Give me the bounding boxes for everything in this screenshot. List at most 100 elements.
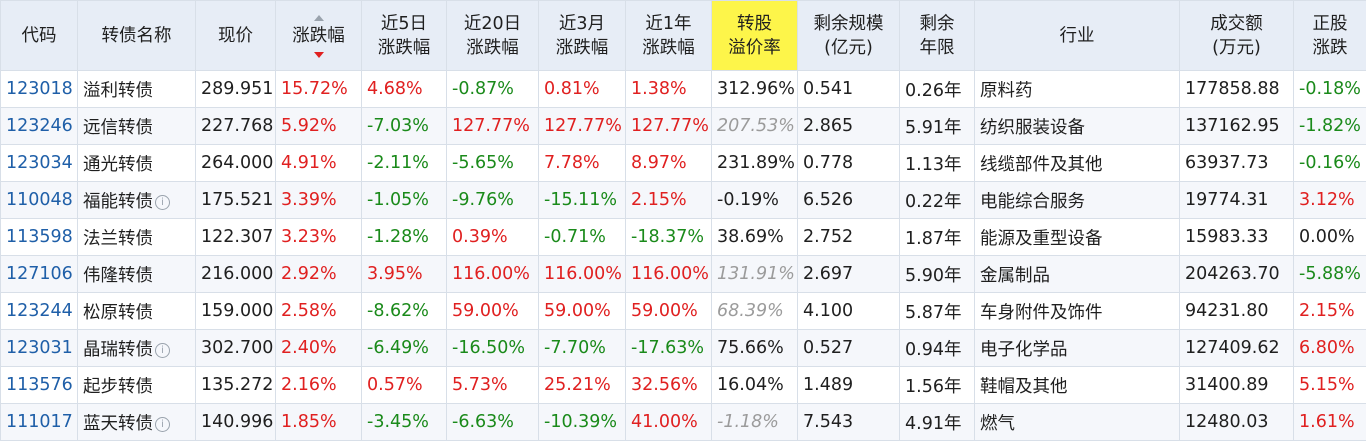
cell-chg3m: -15.11% bbox=[538, 181, 626, 219]
column-header-code[interactable]: 代码 bbox=[0, 0, 78, 71]
cell-code[interactable]: 110048 bbox=[0, 181, 78, 219]
cell-text: 94231.80 bbox=[1185, 301, 1269, 321]
cell-name[interactable]: 晶瑞转债 i bbox=[77, 329, 196, 367]
cell-text: 2.15% bbox=[1299, 301, 1355, 321]
cell-years: 5.90年 bbox=[899, 255, 975, 293]
cell-premium: -0.19% bbox=[711, 181, 798, 219]
cell-text: 12480.03 bbox=[1185, 412, 1269, 432]
column-header-sublabel: 涨跌幅 bbox=[377, 37, 431, 58]
column-header-premium[interactable]: 转股 溢价率 bbox=[711, 0, 798, 71]
cell-text: 1.13年 bbox=[905, 154, 962, 175]
cell-text: 227.768 bbox=[201, 116, 274, 136]
cell-industry: 纺织服装设备 bbox=[974, 107, 1180, 145]
cell-text: 123034 bbox=[6, 153, 73, 173]
cell-premium: 231.89% bbox=[711, 144, 798, 182]
cell-chg: 2.58% bbox=[275, 292, 362, 330]
cell-text: 法兰转债 bbox=[83, 228, 153, 249]
table-row[interactable]: 127106 伟隆转债 216.000 2.92% 3.95% 116.00% 116.00… bbox=[0, 255, 1366, 293]
cell-text: -18.37% bbox=[631, 227, 705, 247]
column-header-name[interactable]: 转债名称 bbox=[77, 0, 196, 71]
cell-code[interactable]: 113576 bbox=[0, 366, 78, 404]
column-header-price[interactable]: 现价 bbox=[195, 0, 276, 71]
table-row[interactable]: 123246 远信转债 227.768 5.92% -7.03% 127.77% 127.7… bbox=[0, 107, 1366, 145]
cell-text: 原料药 bbox=[980, 80, 1033, 101]
column-header-size[interactable]: 剩余规模 (亿元) bbox=[797, 0, 900, 71]
info-circle-icon[interactable]: i bbox=[155, 416, 170, 432]
cell-premium: 68.39% bbox=[711, 292, 798, 330]
cell-name[interactable]: 松原转债 bbox=[77, 292, 196, 330]
cell-chg3m: 0.81% bbox=[538, 70, 626, 108]
cell-text: 216.000 bbox=[201, 264, 274, 284]
cell-code[interactable]: 123246 bbox=[0, 107, 78, 145]
cell-code[interactable]: 123031 bbox=[0, 329, 78, 367]
column-header-stock_chg[interactable]: 正股 涨跌 bbox=[1293, 0, 1366, 71]
cell-name[interactable]: 通光转债 bbox=[77, 144, 196, 182]
cell-name[interactable]: 远信转债 bbox=[77, 107, 196, 145]
cell-text: -5.88% bbox=[1299, 264, 1361, 284]
cell-text: 38.69% bbox=[717, 227, 784, 247]
cell-code[interactable]: 127106 bbox=[0, 255, 78, 293]
cell-text: -5.65% bbox=[452, 153, 514, 173]
cell-chg3m: 116.00% bbox=[538, 255, 626, 293]
cell-text: 5.90年 bbox=[905, 265, 962, 286]
cell-industry: 电子化学品 bbox=[974, 329, 1180, 367]
cell-code[interactable]: 123018 bbox=[0, 70, 78, 108]
cell-chg1y: 2.15% bbox=[625, 181, 712, 219]
column-header-chg1y[interactable]: 近1年 涨跌幅 bbox=[625, 0, 712, 71]
info-circle-icon[interactable]: i bbox=[155, 194, 170, 210]
cell-text: 3.23% bbox=[281, 227, 337, 247]
cell-name[interactable]: 蓝天转债 i bbox=[77, 403, 196, 441]
cell-text: 140.996 bbox=[201, 412, 274, 432]
cell-text: -0.71% bbox=[544, 227, 606, 247]
table-row[interactable]: 123034 通光转债 264.000 4.91% -2.11% -5.65% 7.78% 8… bbox=[0, 144, 1366, 182]
cell-text: 122.307 bbox=[201, 227, 274, 247]
sort-ascending-icon[interactable] bbox=[313, 15, 324, 21]
column-header-chg3m[interactable]: 近3月 涨跌幅 bbox=[538, 0, 626, 71]
cell-text: 5.92% bbox=[281, 116, 337, 136]
cell-size: 4.100 bbox=[797, 292, 900, 330]
table-row[interactable]: 113576 起步转债 135.272 2.16% 0.57% 5.73% 25.21% 32… bbox=[0, 366, 1366, 404]
cell-chg5d: -1.05% bbox=[361, 181, 447, 219]
cell-price: 175.521 bbox=[195, 181, 276, 219]
cell-code[interactable]: 123244 bbox=[0, 292, 78, 330]
table-row[interactable]: 123244 松原转债 159.000 2.58% -8.62% 59.00% 59.00%… bbox=[0, 292, 1366, 330]
cell-text: 2.15% bbox=[631, 190, 687, 210]
column-header-years[interactable]: 剩余 年限 bbox=[899, 0, 975, 71]
column-header-industry[interactable]: 行业 bbox=[974, 0, 1180, 71]
cell-name[interactable]: 法兰转债 bbox=[77, 218, 196, 256]
table-row[interactable]: 113598 法兰转债 122.307 3.23% -1.28% 0.39% -0.71% -… bbox=[0, 218, 1366, 256]
cell-stock_chg: 2.15% bbox=[1293, 292, 1366, 330]
cell-text: 电能综合服务 bbox=[980, 191, 1085, 212]
cell-text: 41.00% bbox=[631, 412, 698, 432]
cell-chg3m: -0.71% bbox=[538, 218, 626, 256]
cell-code[interactable]: 113598 bbox=[0, 218, 78, 256]
table-row[interactable]: 123018 溢利转债 289.951 15.72% 4.68% -0.87% 0.81% 1… bbox=[0, 70, 1366, 108]
column-header-label: 正股 bbox=[1312, 13, 1348, 34]
cell-text: 4.100 bbox=[803, 301, 854, 321]
cell-name[interactable]: 伟隆转债 bbox=[77, 255, 196, 293]
cell-years: 1.87年 bbox=[899, 218, 975, 256]
column-header-volume[interactable]: 成交额 (万元) bbox=[1179, 0, 1294, 71]
column-header-chg5d[interactable]: 近5日 涨跌幅 bbox=[361, 0, 447, 71]
cell-price: 159.000 bbox=[195, 292, 276, 330]
column-header-chg[interactable]: 涨跌幅 bbox=[275, 0, 362, 71]
cell-text: 2.40% bbox=[281, 338, 337, 358]
table-row[interactable]: 110048 福能转债 i 175.521 3.39% -1.05% -9.76% -15.1… bbox=[0, 181, 1366, 219]
column-header-chg20d[interactable]: 近20日 涨跌幅 bbox=[446, 0, 539, 71]
cell-years: 1.13年 bbox=[899, 144, 975, 182]
cell-price: 227.768 bbox=[195, 107, 276, 145]
table-row[interactable]: 111017 蓝天转债 i 140.996 1.85% -3.45% -6.63% -10.3… bbox=[0, 403, 1366, 441]
table-row[interactable]: 123031 晶瑞转债 i 302.700 2.40% -6.49% -16.50% -7.7… bbox=[0, 329, 1366, 367]
cell-text: 6.526 bbox=[803, 190, 854, 210]
cell-name[interactable]: 福能转债 i bbox=[77, 181, 196, 219]
info-circle-icon[interactable]: i bbox=[155, 342, 170, 358]
cell-text: 5.15% bbox=[1299, 375, 1355, 395]
cell-code[interactable]: 111017 bbox=[0, 403, 78, 441]
cell-name[interactable]: 起步转债 bbox=[77, 366, 196, 404]
cell-chg5d: -7.03% bbox=[361, 107, 447, 145]
cell-code[interactable]: 123034 bbox=[0, 144, 78, 182]
cell-text: 1.85% bbox=[281, 412, 337, 432]
cell-name[interactable]: 溢利转债 bbox=[77, 70, 196, 108]
sort-descending-icon[interactable] bbox=[313, 52, 324, 58]
